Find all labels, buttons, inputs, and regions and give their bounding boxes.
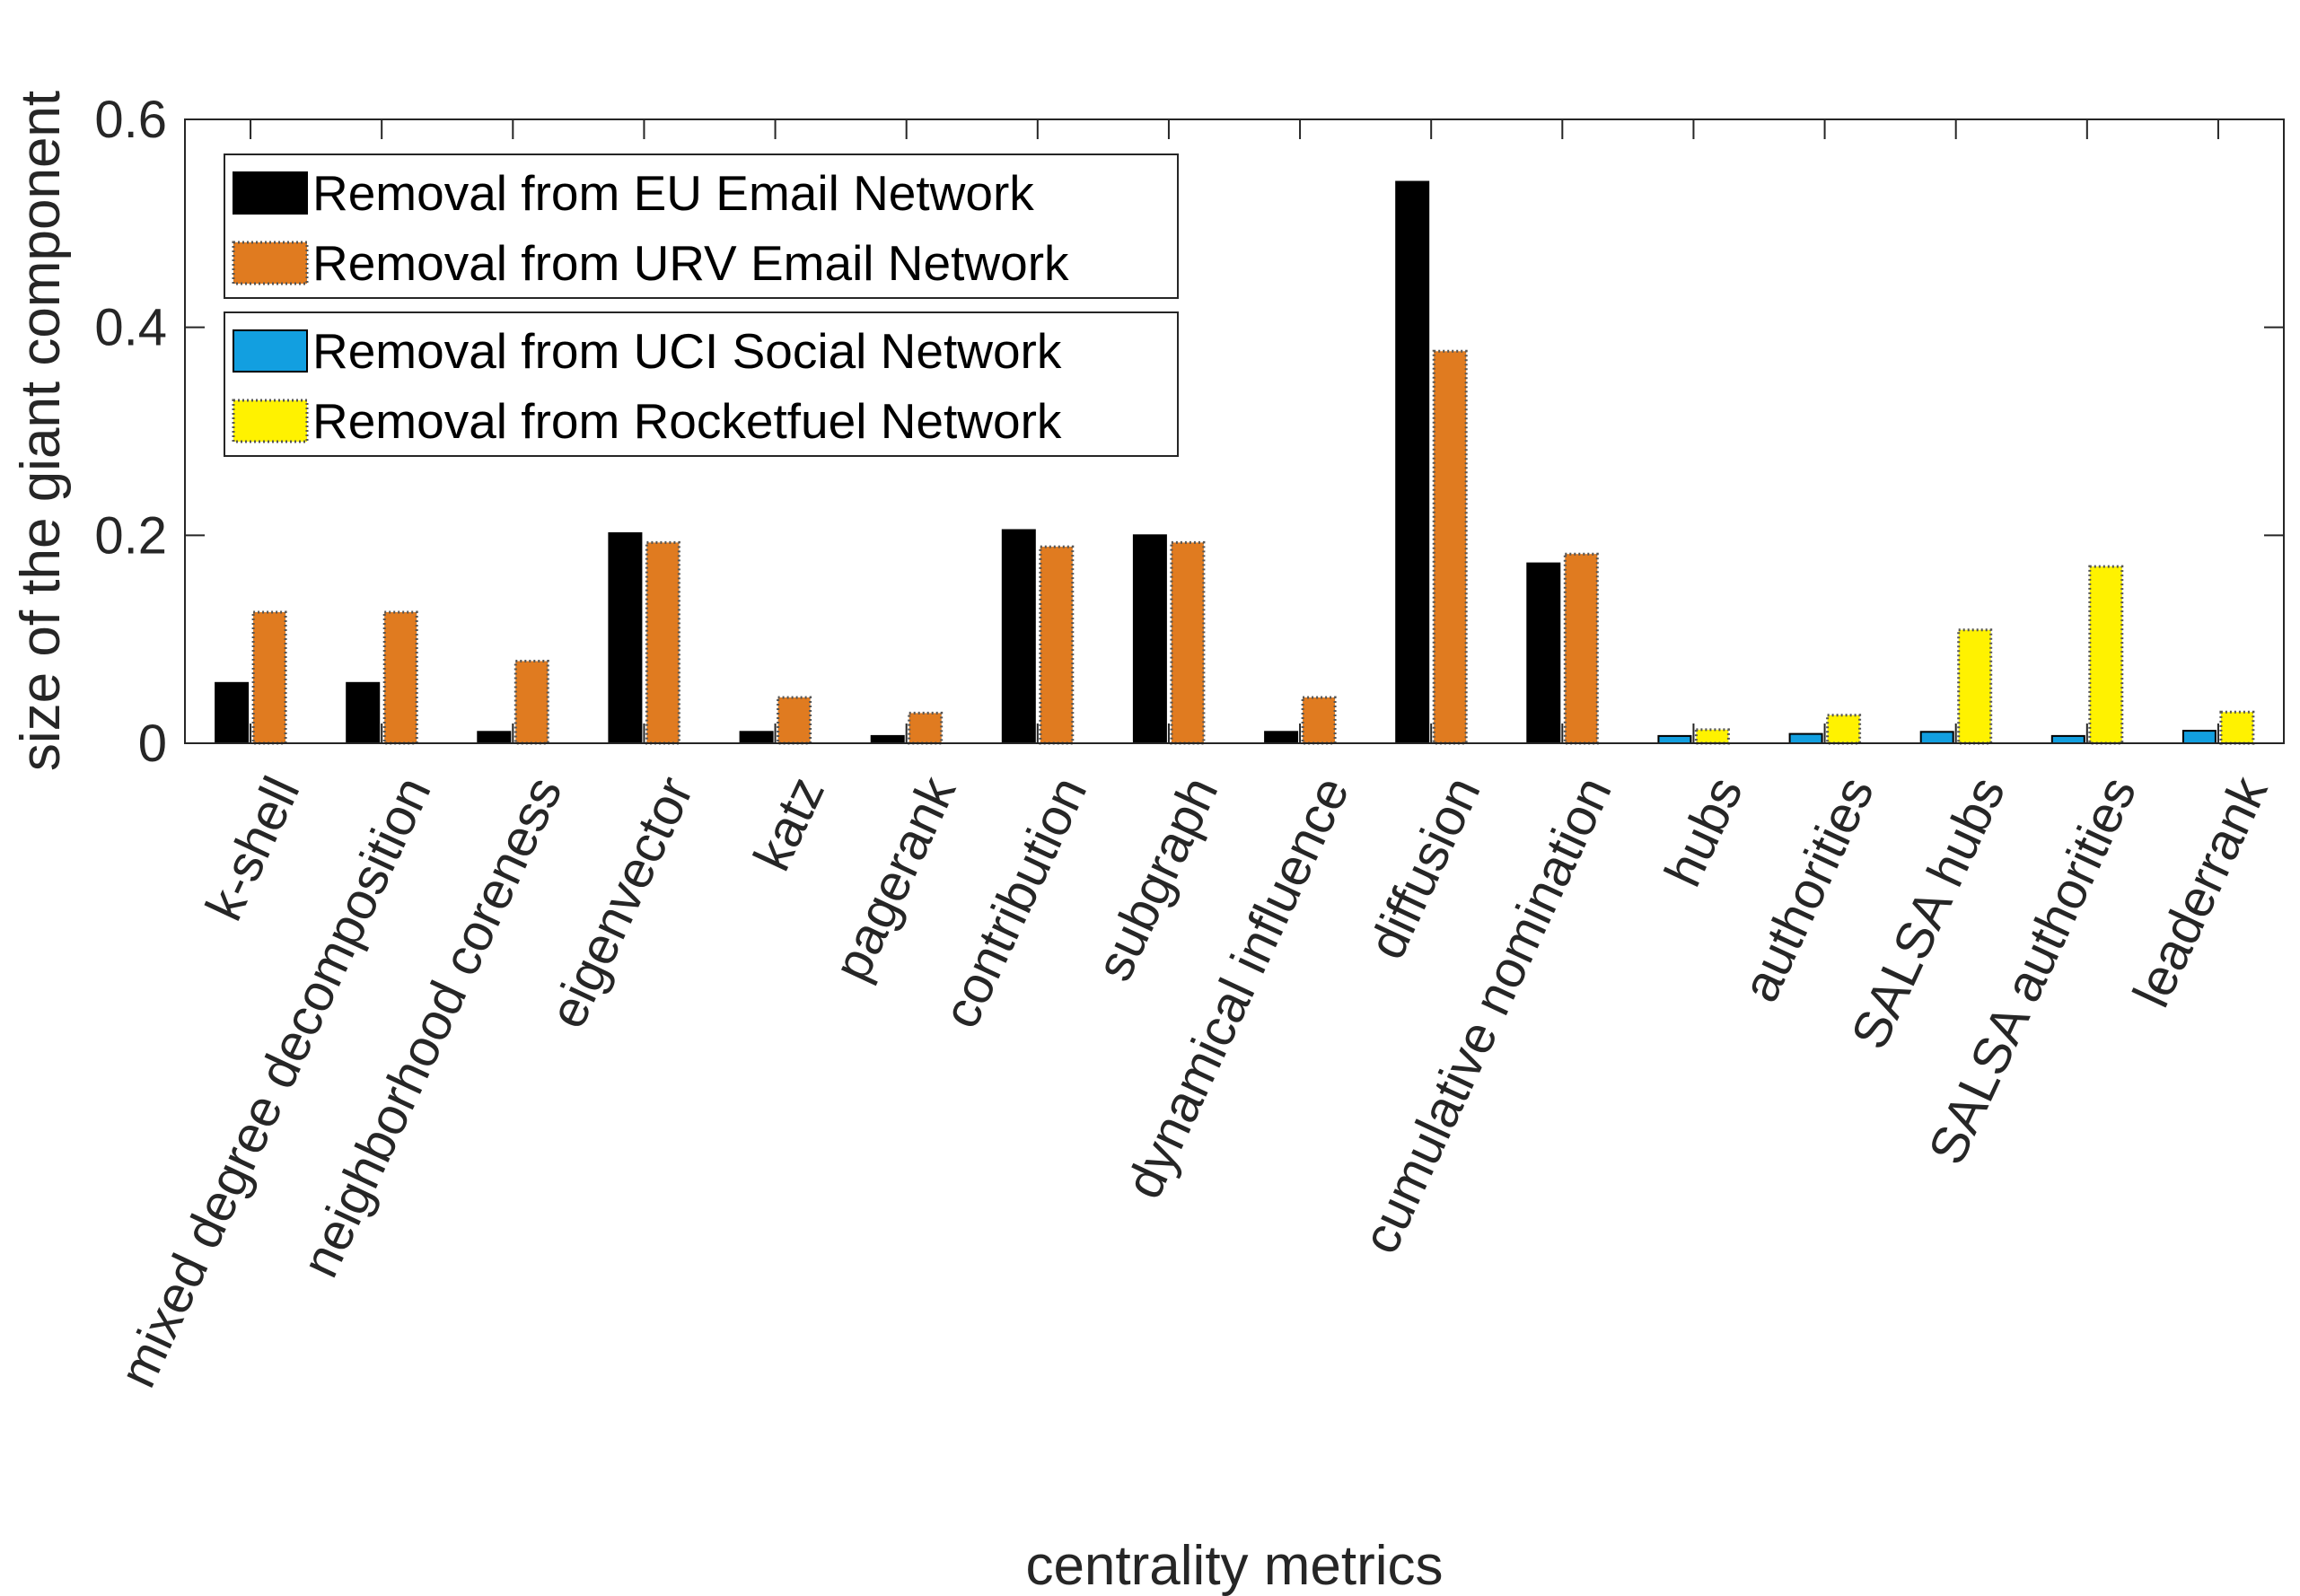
x-tick-label-authorities: authorities: [1731, 768, 1885, 1011]
bar-urv-email-network-diffusion: [1432, 349, 1468, 745]
y-tick-label: 0: [138, 715, 167, 773]
bar-urv-email-network-dynamical-influence: [1301, 696, 1337, 745]
bar-rocketfuel-network-salsa-hubs: [1957, 628, 1993, 745]
x-tick-label-cumulative-nomination: cumulative nomination: [1351, 768, 1623, 1262]
x-tick-label-hubs: hubs: [1654, 768, 1754, 895]
bar-eu-email-network-neighborhood-coreness: [477, 731, 512, 744]
bar-urv-email-network-cumulative-nomination: [1563, 552, 1599, 745]
bar-eu-email-network-diffusion: [1395, 180, 1430, 744]
bar-urv-email-network-eigenvector: [645, 540, 680, 745]
bar-uci-social-network-hubs: [1657, 734, 1692, 745]
bar-eu-email-network-subgraph: [1132, 534, 1167, 744]
x-tick-label-katz: katz: [742, 768, 836, 880]
legend-swatch-urv-email-network: [232, 241, 309, 285]
bar-eu-email-network-contribution: [1001, 529, 1036, 744]
bar-rocketfuel-network-hubs: [1694, 728, 1730, 745]
bar-rocketfuel-network-authorities: [1826, 714, 1862, 745]
bar-uci-social-network-salsa-hubs: [1919, 731, 1954, 744]
bars-group: [215, 180, 2255, 745]
y-tick-label: 0.4: [94, 299, 167, 357]
legend-box: [224, 153, 1179, 299]
bar-eu-email-network-mixed-degree-decomposition: [346, 681, 381, 744]
bar-eu-email-network-cumulative-nomination: [1526, 562, 1561, 744]
legend-label-rocketfuel-network: Removal from Rocketfuel Network: [312, 393, 1062, 449]
legend: Removal from EU Email Network Removal fro…: [224, 153, 1179, 457]
legend-swatch-eu-email-network: [233, 171, 308, 215]
bar-eu-email-network-eigenvector: [608, 532, 643, 744]
bar-eu-email-network-katz: [739, 731, 774, 744]
bar-uci-social-network-authorities: [1788, 732, 1823, 744]
x-tick-label-subgraph: subgraph: [1084, 768, 1229, 990]
bar-eu-email-network-dynamical-influence: [1264, 731, 1299, 744]
x-tick-label-pagerank: pagerank: [822, 767, 968, 990]
bar-rocketfuel-network-salsa-authorities: [2088, 565, 2124, 745]
y-axis: 0 0.2 0.4 0.6: [94, 91, 2284, 773]
legend-label-eu-email-network: Removal from EU Email Network: [312, 165, 1034, 221]
x-tick-label-k-shell: k-shell: [195, 768, 312, 929]
x-tick-label-diffusion: diffusion: [1357, 768, 1492, 968]
bar-eu-email-network-pagerank: [870, 734, 905, 745]
x-tick-label-leaderrank: leaderrank: [2122, 767, 2279, 1016]
bar-urv-email-network-subgraph: [1170, 540, 1206, 745]
bar-urv-email-network-k-shell: [251, 610, 287, 745]
bar-urv-email-network-pagerank: [908, 711, 944, 745]
legend-swatch-uci-social-network: [233, 329, 308, 373]
bar-urv-email-network-katz: [777, 696, 812, 745]
legend-swatch-rocketfuel-network: [232, 399, 309, 443]
bar-urv-email-network-neighborhood-coreness: [514, 660, 549, 745]
y-axis-title: size of the giant component: [10, 91, 72, 771]
bar-urv-email-network-contribution: [1039, 545, 1075, 745]
legend-label-uci-social-network: Removal from UCI Social Network: [312, 323, 1062, 379]
bar-eu-email-network-k-shell: [215, 681, 250, 744]
legend-label-urv-email-network: Removal from URV Email Network: [312, 235, 1069, 291]
y-tick-label: 0.6: [94, 91, 167, 149]
x-axis-title: centrality metrics: [1025, 1535, 1443, 1596]
bar-rocketfuel-network-leaderrank: [2219, 710, 2255, 745]
legend-box: [224, 311, 1179, 457]
y-tick-label: 0.2: [94, 506, 167, 565]
bar-urv-email-network-mixed-degree-decomposition: [382, 610, 418, 745]
plot-frame: [184, 118, 2285, 744]
bar-uci-social-network-salsa-authorities: [2050, 734, 2085, 745]
bar-uci-social-network-leaderrank: [2181, 730, 2217, 744]
